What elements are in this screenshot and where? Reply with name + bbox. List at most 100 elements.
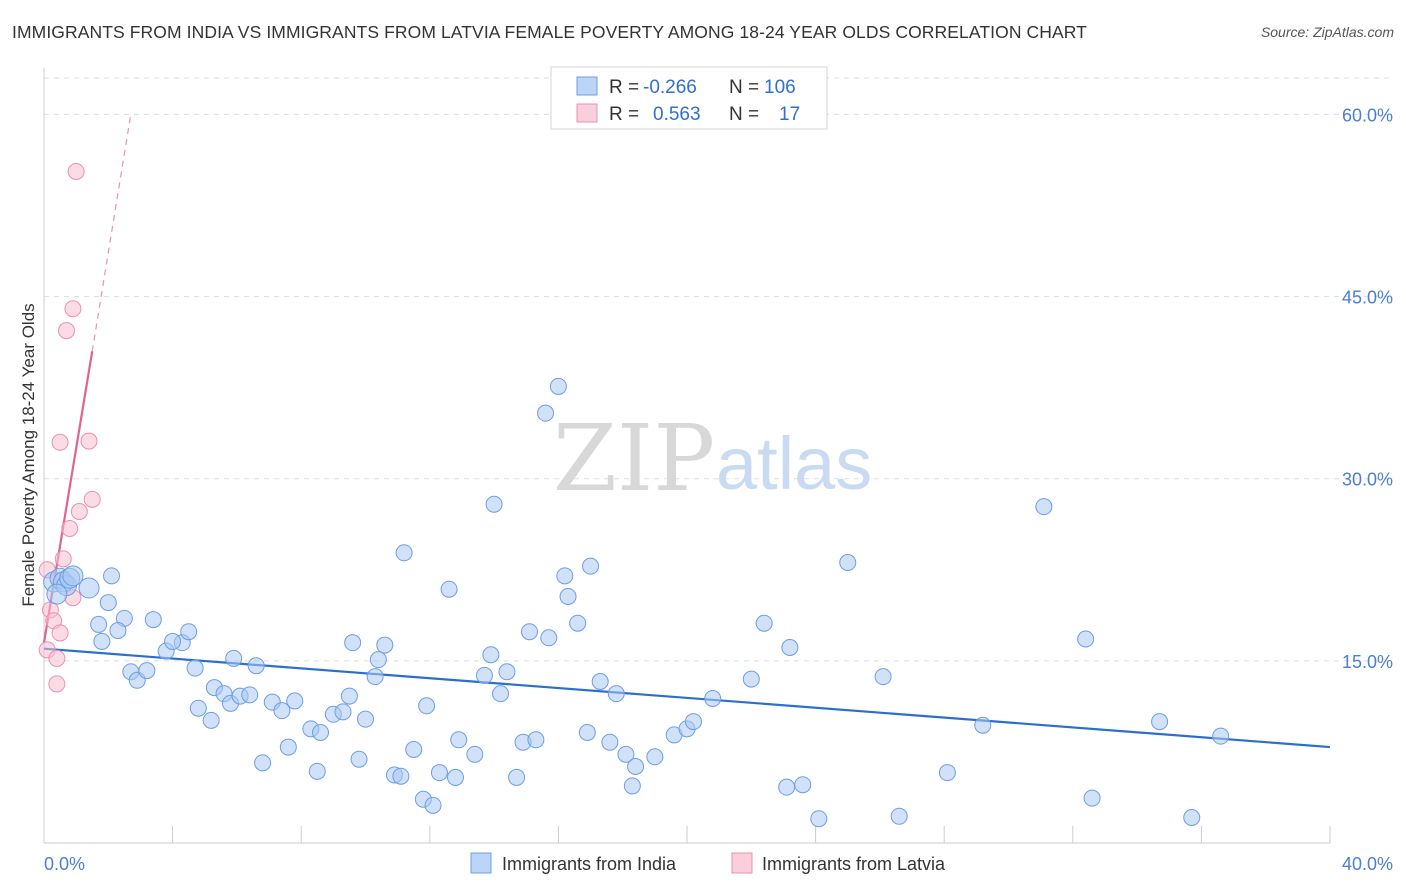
india-points bbox=[43, 377, 1230, 828]
india-point bbox=[559, 588, 577, 605]
legend-india-n-value: 106 bbox=[764, 77, 796, 98]
source-attribution: Source: ZipAtlas.com bbox=[1260, 24, 1394, 40]
y-tick-label: 15.0% bbox=[1342, 652, 1393, 672]
india-point bbox=[286, 692, 304, 710]
india-point bbox=[492, 685, 510, 703]
india-point bbox=[582, 557, 600, 575]
india-point bbox=[646, 748, 664, 766]
india-point bbox=[46, 583, 68, 605]
india-point bbox=[180, 623, 198, 641]
tick-labels: 15.0% 30.0% 45.0% 60.0% 0.0% 40.0% bbox=[44, 105, 1393, 874]
india-point bbox=[466, 745, 484, 763]
india-point bbox=[617, 745, 635, 763]
watermark-zip: ZIP bbox=[553, 405, 715, 512]
latvia-point bbox=[70, 503, 88, 520]
legend-india-r-value: -0.266 bbox=[643, 77, 697, 98]
latvia-point bbox=[48, 649, 66, 667]
india-point bbox=[279, 738, 297, 756]
india-point bbox=[311, 724, 329, 741]
india-point bbox=[225, 649, 243, 667]
india-point bbox=[810, 810, 828, 828]
india-point bbox=[537, 404, 555, 422]
india-point bbox=[395, 544, 413, 562]
x-tick-label-min: 0.0% bbox=[44, 854, 85, 874]
india-point bbox=[1035, 498, 1053, 516]
india-point bbox=[447, 768, 465, 786]
india-point bbox=[376, 636, 394, 654]
y-tick-label: 45.0% bbox=[1342, 288, 1393, 308]
india-point bbox=[340, 687, 358, 705]
india-point bbox=[241, 686, 259, 704]
india-point bbox=[440, 580, 458, 598]
gridlines bbox=[44, 77, 1394, 662]
india-point bbox=[450, 731, 468, 749]
india-point bbox=[369, 651, 387, 669]
india-point bbox=[202, 711, 220, 729]
india-point bbox=[144, 611, 162, 629]
india-point bbox=[1083, 789, 1101, 807]
watermark-atlas: atlas bbox=[716, 422, 872, 505]
latvia-points bbox=[38, 163, 101, 693]
india-point bbox=[418, 697, 436, 715]
y-tick-label: 30.0% bbox=[1342, 470, 1393, 490]
india-point bbox=[623, 777, 641, 795]
india-point bbox=[366, 668, 384, 686]
legend: R = -0.266 N = 106 R = 0.563 N = 17 bbox=[550, 66, 828, 130]
y-axis-label: Female Poverty Among 18-24 Year Olds bbox=[19, 303, 38, 606]
legend-latvia-r-label: R = bbox=[609, 104, 639, 125]
latvia-point bbox=[80, 432, 98, 450]
india-point bbox=[430, 764, 448, 782]
india-point bbox=[607, 685, 625, 703]
bottom-legend: Immigrants from India Immigrants from La… bbox=[470, 852, 946, 874]
latvia-point bbox=[58, 322, 76, 340]
india-point bbox=[254, 754, 272, 772]
india-point bbox=[627, 758, 645, 775]
bottom-legend-swatch-india bbox=[470, 852, 492, 874]
india-point bbox=[475, 666, 493, 684]
india-point bbox=[247, 657, 265, 675]
legend-latvia-r-value: 0.563 bbox=[653, 104, 701, 125]
latvia-trend-extension bbox=[91, 114, 132, 352]
india-point bbox=[1077, 630, 1095, 648]
india-point bbox=[357, 710, 374, 728]
india-point bbox=[556, 567, 574, 585]
india-point bbox=[874, 668, 892, 686]
india-point bbox=[601, 733, 619, 751]
bottom-legend-india: Immigrants from India bbox=[502, 854, 677, 874]
india-point bbox=[498, 663, 516, 681]
india-point bbox=[99, 594, 117, 612]
india-point bbox=[186, 659, 204, 677]
india-point bbox=[578, 724, 596, 741]
latvia-point bbox=[51, 433, 69, 451]
india-point bbox=[78, 577, 100, 599]
india-point bbox=[392, 767, 410, 785]
india-point bbox=[974, 716, 992, 734]
latvia-point bbox=[54, 550, 72, 568]
india-point bbox=[90, 615, 108, 633]
india-point bbox=[273, 702, 291, 720]
bottom-legend-latvia: Immigrants from Latvia bbox=[762, 854, 946, 874]
india-point bbox=[103, 567, 121, 585]
india-point bbox=[839, 554, 857, 571]
india-point bbox=[520, 623, 538, 641]
legend-india-n-label: N = bbox=[729, 77, 759, 98]
latvia-point bbox=[61, 520, 79, 537]
legend-latvia-n-value: 17 bbox=[779, 104, 800, 125]
india-point bbox=[540, 629, 558, 647]
india-point bbox=[164, 632, 182, 650]
latvia-point bbox=[67, 163, 85, 180]
india-point bbox=[109, 622, 127, 639]
india-point bbox=[1183, 809, 1201, 826]
legend-india-r-label: R = bbox=[609, 77, 639, 98]
india-point bbox=[485, 495, 503, 513]
latvia-point bbox=[48, 675, 66, 693]
y-tick-label: 60.0% bbox=[1342, 105, 1393, 125]
india-point bbox=[938, 764, 956, 782]
india-point bbox=[308, 762, 326, 780]
latvia-point bbox=[83, 490, 101, 508]
india-point bbox=[890, 807, 908, 825]
india-point bbox=[704, 690, 722, 707]
axes bbox=[43, 68, 1331, 844]
india-point bbox=[742, 670, 760, 688]
india-point bbox=[527, 731, 545, 749]
